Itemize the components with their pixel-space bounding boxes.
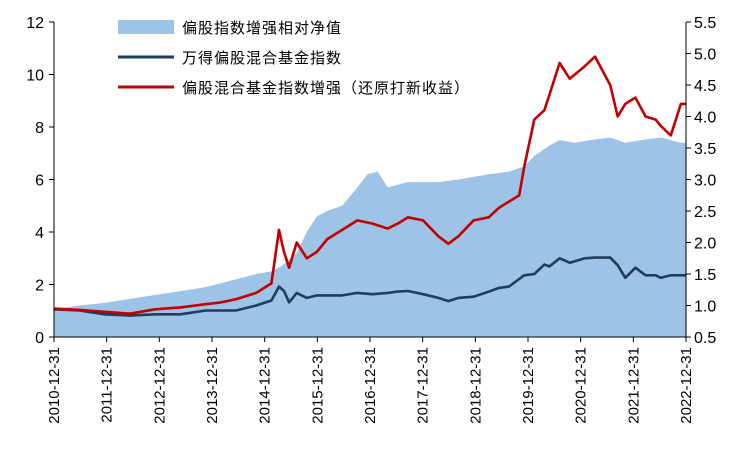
y-right-tick-label: 5.5 [694,15,716,32]
legend-label: 万得偏股混合基金指数 [182,49,342,67]
x-tick-label: 2021-12-31 [625,347,642,424]
y-left-tick-label: 4 [35,225,44,242]
y-left-tick-label: 10 [26,68,44,85]
y-left-tick-label: 0 [35,330,44,347]
x-tick-label: 2014-12-31 [257,347,274,424]
x-tick-label: 2011-12-31 [99,347,116,423]
x-tick-label: 2016-12-31 [362,347,379,424]
series-line-2 [53,55,686,315]
x-tick-label: 2013-12-31 [204,347,221,424]
y-right-tick-label: 5.0 [694,47,716,64]
y-left-tick-label: 8 [35,120,44,137]
y-left-tick-label: 6 [35,173,44,190]
y-right-tick-label: 3.0 [694,173,716,190]
legend-swatch-area [118,20,174,34]
x-tick-label: 2020-12-31 [573,347,590,424]
area-layer [54,137,686,337]
x-tick-label: 2019-12-31 [520,347,537,424]
series-area-0 [54,137,686,337]
y-right-tick-label: 0.5 [694,330,716,347]
x-tick-label: 2018-12-31 [467,347,484,424]
y-right-tick-label: 1.0 [694,299,716,316]
x-tick-label: 2017-12-31 [415,347,432,424]
line-layer [53,55,686,317]
y-right-tick-label: 4.5 [694,78,716,95]
x-tick-label: 2015-12-31 [309,347,326,424]
y-right-tick-label: 1.5 [694,267,716,284]
x-tick-label: 2010-12-31 [46,347,63,424]
y-right-tick-label: 2.0 [694,236,716,253]
series-line-1 [53,256,686,317]
y-right-tick-label: 2.5 [694,204,716,221]
y-right-tick-label: 4.0 [694,110,716,127]
x-tick-label: 2022-12-31 [678,347,695,424]
y-right-tick-label: 3.5 [694,141,716,158]
legend-label: 偏股指数增强相对净值 [182,19,342,37]
legend-label: 偏股混合基金指数增强（还原打新收益） [182,79,470,97]
y-left-tick-label: 2 [35,278,44,295]
axis-layer: 0 2 4 6 8 10 12 0.5 1.0 1.5 2.0 2.5 3.0 3.5 4.0 4.5 5.0 5… [26,15,716,424]
y-left-tick-label: 12 [26,15,44,32]
x-tick-label: 2012-12-31 [151,347,168,424]
